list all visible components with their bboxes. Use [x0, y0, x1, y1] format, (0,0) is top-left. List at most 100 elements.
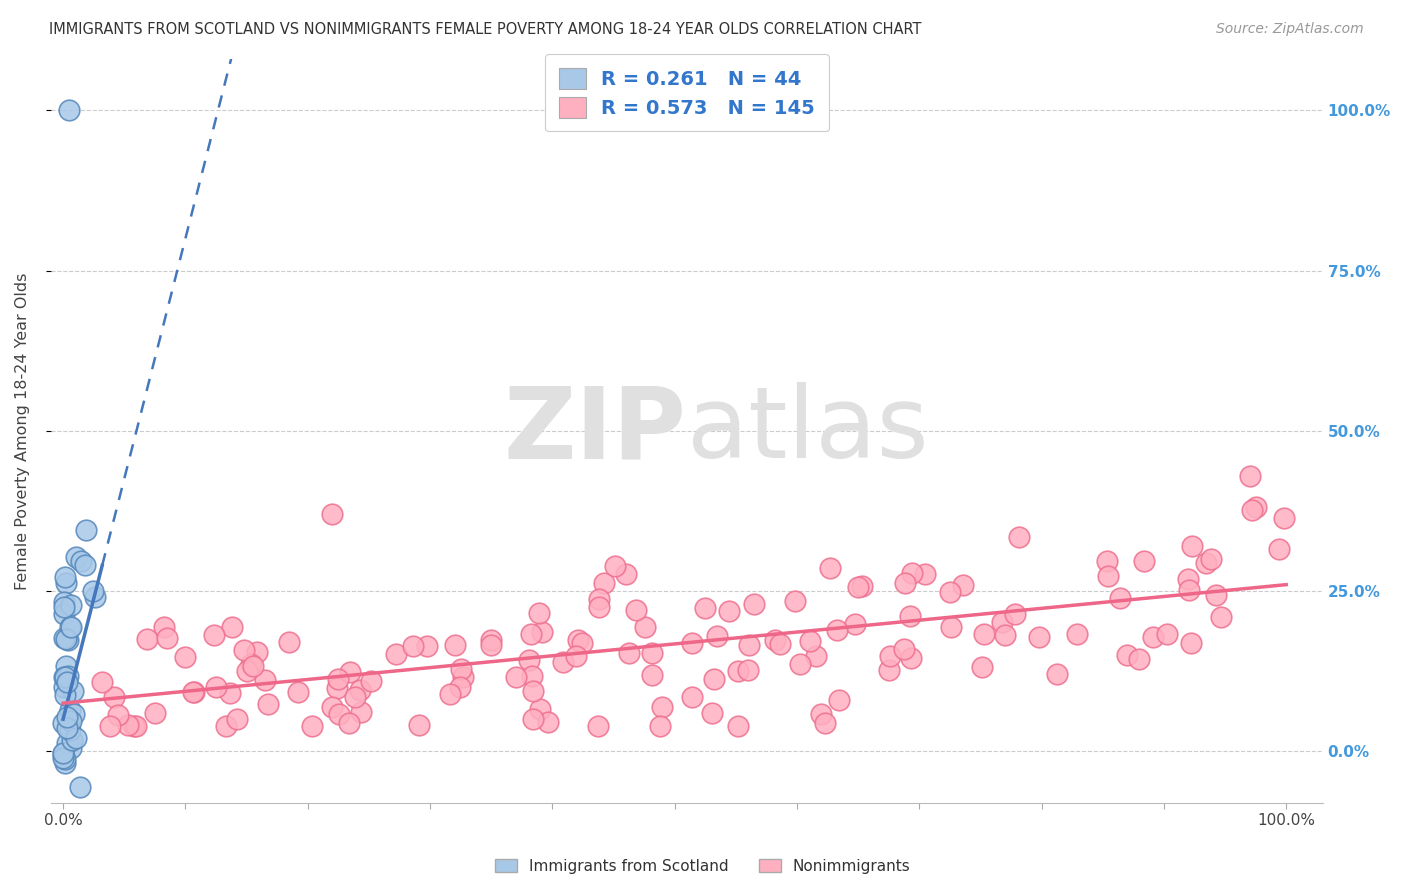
Point — [825, 623, 848, 637]
Point — [55, 675, 77, 690]
Point — [449, 681, 471, 695]
Point — [415, 640, 437, 654]
Point — [52, 680, 75, 694]
Point — [522, 683, 544, 698]
Point — [1180, 636, 1202, 650]
Legend: R = 0.261   N = 44, R = 0.573   N = 145: R = 0.261 N = 44, R = 0.573 N = 145 — [546, 54, 828, 131]
Point — [242, 658, 264, 673]
Point — [256, 697, 278, 711]
Point — [537, 715, 560, 730]
Point — [100, 718, 122, 732]
Point — [60, 733, 83, 747]
Point — [328, 706, 350, 721]
Point — [59, 620, 82, 634]
Point — [204, 680, 226, 694]
Point — [991, 615, 1014, 629]
Point — [156, 631, 179, 645]
Point — [221, 620, 243, 634]
Text: Source: ZipAtlas.com: Source: ZipAtlas.com — [1216, 22, 1364, 37]
Point — [1195, 556, 1218, 570]
Point — [60, 740, 83, 755]
Point — [55, 575, 77, 590]
Point — [1244, 500, 1267, 514]
Point — [62, 683, 84, 698]
Point — [202, 628, 225, 642]
Point — [236, 664, 259, 678]
Point — [565, 648, 588, 663]
Point — [914, 566, 936, 581]
Point — [706, 629, 728, 643]
Point — [75, 523, 97, 537]
Point — [402, 639, 425, 653]
Point — [1095, 554, 1118, 568]
Point — [1181, 539, 1204, 553]
Point — [588, 592, 610, 607]
Point — [443, 638, 465, 652]
Point — [810, 706, 832, 721]
Point — [360, 673, 382, 688]
Point — [898, 609, 921, 624]
Point — [703, 673, 725, 687]
Point — [616, 566, 638, 581]
Point — [844, 617, 866, 632]
Point — [588, 600, 610, 615]
Point — [586, 718, 609, 732]
Point — [551, 655, 574, 669]
Point — [517, 652, 540, 666]
Point — [52, 595, 75, 609]
Point — [56, 710, 79, 724]
Point — [900, 651, 922, 665]
Point — [640, 646, 662, 660]
Point — [952, 578, 974, 592]
Point — [349, 682, 371, 697]
Point — [60, 714, 83, 729]
Point — [59, 599, 82, 613]
Point — [53, 670, 76, 684]
Point — [1199, 551, 1222, 566]
Point — [55, 632, 77, 646]
Point — [53, 631, 76, 645]
Point — [301, 718, 323, 732]
Point — [350, 705, 373, 719]
Point — [1178, 582, 1201, 597]
Point — [527, 606, 550, 620]
Point — [737, 664, 759, 678]
Point — [1209, 609, 1232, 624]
Point — [879, 648, 901, 663]
Point — [278, 634, 301, 648]
Point — [650, 718, 672, 732]
Point — [522, 712, 544, 726]
Point — [1205, 588, 1227, 602]
Text: atlas: atlas — [688, 383, 928, 479]
Point — [1240, 503, 1263, 517]
Point — [1177, 572, 1199, 586]
Point — [941, 620, 963, 634]
Point — [385, 647, 408, 661]
Point — [326, 681, 349, 695]
Point — [53, 669, 76, 683]
Point — [225, 712, 247, 726]
Point — [520, 627, 543, 641]
Point — [321, 507, 343, 521]
Point — [65, 549, 87, 564]
Point — [82, 584, 104, 599]
Point — [571, 636, 593, 650]
Point — [893, 642, 915, 657]
Point — [52, 715, 75, 730]
Point — [804, 648, 827, 663]
Point — [60, 620, 83, 634]
Point — [52, 747, 75, 761]
Point — [700, 706, 723, 720]
Point — [103, 690, 125, 704]
Text: IMMIGRANTS FROM SCOTLAND VS NONIMMIGRANTS FEMALE POVERTY AMONG 18-24 YEAR OLDS C: IMMIGRANTS FROM SCOTLAND VS NONIMMIGRANT… — [49, 22, 922, 37]
Point — [56, 736, 79, 750]
Point — [253, 673, 276, 687]
Point — [799, 634, 821, 648]
Point — [693, 601, 716, 615]
Point — [59, 703, 82, 717]
Point — [1133, 554, 1156, 568]
Text: ZIP: ZIP — [503, 383, 688, 479]
Point — [117, 717, 139, 731]
Point — [593, 575, 616, 590]
Point — [218, 686, 240, 700]
